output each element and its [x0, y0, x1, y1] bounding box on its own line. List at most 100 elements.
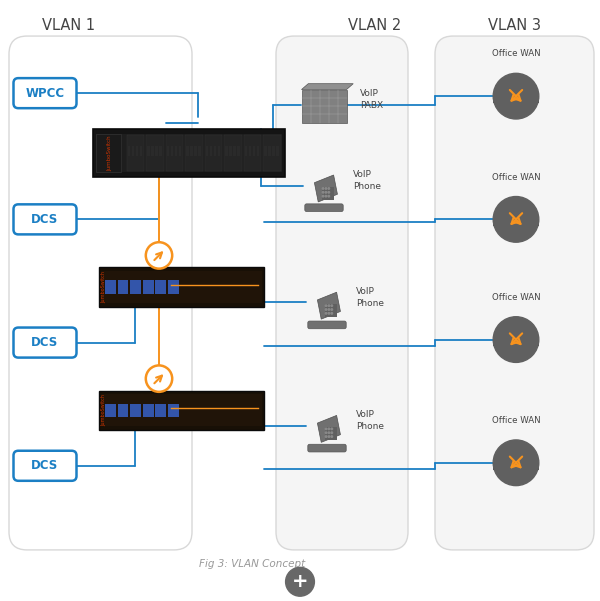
FancyBboxPatch shape	[276, 146, 278, 156]
Circle shape	[493, 317, 539, 362]
FancyBboxPatch shape	[166, 135, 184, 171]
Text: +: +	[292, 572, 308, 591]
FancyBboxPatch shape	[224, 135, 242, 171]
Circle shape	[328, 188, 329, 189]
Polygon shape	[317, 415, 340, 442]
FancyBboxPatch shape	[493, 463, 539, 469]
Circle shape	[328, 192, 329, 193]
FancyBboxPatch shape	[308, 321, 346, 329]
Circle shape	[325, 305, 327, 307]
FancyBboxPatch shape	[14, 78, 77, 108]
Circle shape	[325, 192, 326, 193]
FancyBboxPatch shape	[244, 135, 262, 171]
FancyBboxPatch shape	[435, 36, 594, 550]
Circle shape	[325, 309, 327, 310]
FancyBboxPatch shape	[143, 280, 154, 294]
Circle shape	[325, 195, 326, 197]
FancyBboxPatch shape	[302, 90, 347, 123]
Polygon shape	[302, 84, 353, 90]
Circle shape	[331, 432, 332, 433]
FancyBboxPatch shape	[187, 146, 188, 156]
Circle shape	[328, 309, 329, 310]
Circle shape	[493, 440, 539, 486]
Text: DCS: DCS	[31, 459, 59, 472]
Text: VoIP
PABX: VoIP PABX	[360, 89, 383, 109]
Circle shape	[493, 197, 539, 242]
FancyBboxPatch shape	[229, 146, 232, 156]
FancyBboxPatch shape	[14, 204, 77, 234]
FancyBboxPatch shape	[155, 146, 158, 156]
Circle shape	[325, 313, 327, 314]
Text: DCS: DCS	[31, 336, 59, 349]
FancyBboxPatch shape	[159, 146, 161, 156]
FancyBboxPatch shape	[101, 271, 262, 303]
FancyBboxPatch shape	[206, 146, 208, 156]
Circle shape	[331, 309, 332, 310]
FancyBboxPatch shape	[308, 444, 346, 452]
Circle shape	[325, 432, 327, 433]
Circle shape	[328, 436, 329, 438]
Text: VLAN 2: VLAN 2	[349, 19, 401, 33]
Circle shape	[325, 436, 327, 438]
FancyBboxPatch shape	[168, 280, 179, 294]
Text: JumboSwitch: JumboSwitch	[101, 271, 106, 303]
FancyBboxPatch shape	[101, 394, 262, 426]
FancyBboxPatch shape	[493, 219, 539, 226]
FancyBboxPatch shape	[128, 146, 130, 156]
FancyBboxPatch shape	[226, 146, 227, 156]
FancyBboxPatch shape	[175, 146, 177, 156]
Text: JumboSwitch: JumboSwitch	[101, 394, 106, 426]
Text: Office WAN: Office WAN	[491, 49, 541, 58]
FancyBboxPatch shape	[9, 36, 192, 550]
FancyBboxPatch shape	[276, 36, 408, 550]
FancyBboxPatch shape	[105, 280, 116, 294]
FancyBboxPatch shape	[143, 403, 154, 417]
FancyBboxPatch shape	[130, 280, 141, 294]
Text: Office WAN: Office WAN	[491, 416, 541, 425]
Text: VLAN 3: VLAN 3	[488, 19, 541, 33]
Circle shape	[325, 428, 327, 430]
Circle shape	[328, 305, 329, 307]
Circle shape	[331, 436, 332, 438]
FancyBboxPatch shape	[130, 403, 141, 417]
Circle shape	[322, 188, 324, 189]
Text: DCS: DCS	[31, 213, 59, 226]
FancyBboxPatch shape	[218, 146, 220, 156]
FancyBboxPatch shape	[93, 129, 285, 177]
FancyBboxPatch shape	[136, 146, 138, 156]
Text: Office WAN: Office WAN	[491, 293, 541, 302]
FancyBboxPatch shape	[167, 146, 169, 156]
FancyBboxPatch shape	[253, 146, 255, 156]
FancyBboxPatch shape	[99, 267, 264, 307]
FancyBboxPatch shape	[305, 204, 343, 212]
FancyBboxPatch shape	[140, 146, 142, 156]
Circle shape	[325, 188, 326, 189]
FancyBboxPatch shape	[148, 146, 149, 156]
Text: VoIP
Phone: VoIP Phone	[353, 170, 381, 191]
FancyBboxPatch shape	[210, 146, 212, 156]
FancyBboxPatch shape	[14, 328, 77, 358]
Polygon shape	[317, 292, 340, 319]
FancyBboxPatch shape	[14, 451, 77, 481]
FancyBboxPatch shape	[263, 135, 281, 171]
FancyBboxPatch shape	[185, 135, 203, 171]
Circle shape	[146, 242, 172, 269]
FancyBboxPatch shape	[325, 304, 337, 317]
FancyBboxPatch shape	[155, 280, 166, 294]
FancyBboxPatch shape	[171, 146, 173, 156]
Circle shape	[328, 195, 329, 197]
FancyBboxPatch shape	[118, 403, 128, 417]
FancyBboxPatch shape	[168, 403, 179, 417]
Circle shape	[328, 428, 329, 430]
FancyBboxPatch shape	[99, 391, 264, 430]
FancyBboxPatch shape	[105, 403, 116, 417]
FancyBboxPatch shape	[325, 427, 337, 441]
Circle shape	[331, 313, 332, 314]
FancyBboxPatch shape	[214, 146, 216, 156]
FancyBboxPatch shape	[265, 146, 266, 156]
Text: WPCC: WPCC	[25, 87, 65, 100]
FancyBboxPatch shape	[96, 134, 282, 172]
Text: Office WAN: Office WAN	[491, 172, 541, 182]
FancyBboxPatch shape	[118, 280, 128, 294]
Text: VoIP
Phone: VoIP Phone	[356, 410, 384, 431]
